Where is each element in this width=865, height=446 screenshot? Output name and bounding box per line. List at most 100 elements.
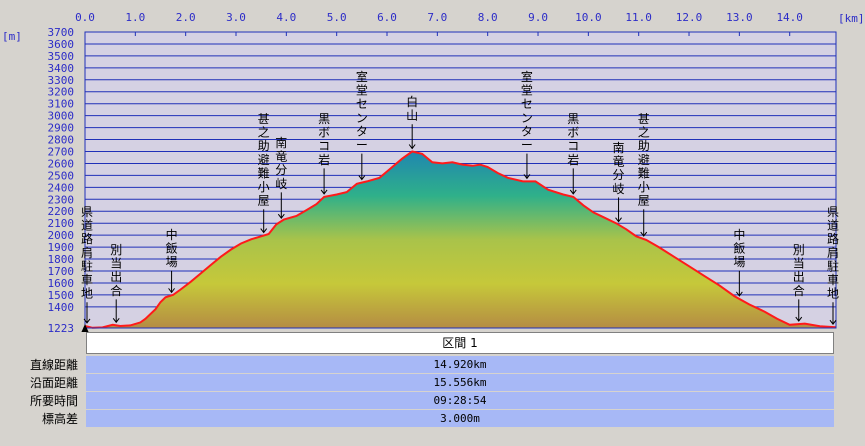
waypoint-arrow — [569, 168, 577, 195]
waypoint-label-char: 路 — [81, 231, 93, 246]
waypoint-arrow — [112, 299, 120, 324]
y-tick-label: 2800 — [48, 134, 75, 147]
waypoint-label-char: 黒 — [567, 112, 579, 126]
stat-value: 3.000m — [86, 410, 834, 427]
y-tick-label: 1700 — [48, 265, 75, 278]
y-tick-label: 1500 — [48, 289, 75, 302]
waypoint-label-char: 避 — [638, 153, 650, 167]
y-tick-label: 3300 — [48, 74, 75, 87]
y-tick-label: 2900 — [48, 122, 75, 135]
x-tick-label: 4.0 — [276, 11, 296, 24]
waypoint-label-char: 場 — [166, 255, 178, 269]
waypoint-label-char: 助 — [258, 139, 270, 153]
waypoint-label-char: 出 — [793, 270, 805, 284]
y-unit-label: [m] — [2, 30, 22, 43]
waypoint-annotation: 中飯場 — [733, 227, 745, 297]
y-tick-label: 2100 — [48, 217, 75, 230]
y-tick-label: 1900 — [48, 241, 75, 254]
waypoint-label-char: 南 — [613, 140, 625, 155]
waypoint-arrow — [735, 270, 743, 297]
waypoint-label-char: 地 — [81, 287, 93, 301]
x-tick-label: 5.0 — [327, 11, 347, 24]
elevation-line — [84, 150, 837, 329]
waypoint-label-char: ボ — [318, 126, 330, 140]
waypoint-label-char: 山 — [406, 109, 418, 123]
waypoint-arrow — [829, 302, 837, 325]
waypoint-label-char: 岐 — [613, 182, 625, 196]
waypoint-annotation: 中飯場 — [166, 227, 178, 294]
waypoint-annotation: 白山 — [406, 94, 418, 150]
waypoint-label-char: 中 — [166, 227, 178, 242]
waypoint-label-char: 堂 — [521, 84, 533, 98]
y-tick-label: 3200 — [48, 86, 75, 99]
stat-label: 所要時間 — [29, 394, 78, 408]
waypoint-label-char: 路 — [827, 231, 839, 246]
start-marker-icon — [81, 324, 89, 332]
waypoint-label-char: 駐 — [827, 258, 839, 273]
waypoint-label-char: 避 — [258, 153, 270, 167]
y-tick-label: 3100 — [48, 98, 75, 111]
waypoint-label-char: 黒 — [318, 112, 330, 126]
stat-row-straight-distance: 直線距離 14.920km — [0, 356, 865, 374]
x-tick-label: 7.0 — [427, 11, 447, 24]
waypoint-label-char: セ — [521, 97, 533, 111]
waypoint-label-char: ボ — [567, 126, 579, 140]
waypoint-label-char: 甚 — [638, 112, 650, 126]
waypoint-label-char: 屋 — [258, 194, 270, 208]
waypoint-label-char: 竜 — [275, 150, 287, 164]
y-tick-label: 3000 — [48, 110, 75, 123]
stat-label: 直線距離 — [29, 358, 78, 372]
y-tick-label: 1600 — [48, 277, 75, 290]
waypoint-arrow — [640, 209, 648, 237]
y-tick-label: 1800 — [48, 253, 75, 266]
x-tick-label: 9.0 — [528, 11, 548, 24]
waypoint-label-char: 地 — [827, 287, 839, 301]
waypoint-label-char: 別 — [793, 243, 805, 257]
waypoint-arrow — [83, 302, 91, 324]
waypoint-label-char: セ — [356, 97, 368, 111]
x-tick-label: 10.0 — [575, 11, 602, 24]
y-tick-labels: 1223 140015001600170018001900200021002200… — [48, 26, 75, 332]
waypoint-arrow — [615, 197, 622, 223]
waypoint-label-char: 当 — [110, 257, 122, 271]
y-tick-label: 3600 — [48, 38, 75, 51]
waypoint-label-char: 甚 — [258, 112, 270, 126]
x-tick-label: 8.0 — [478, 11, 498, 24]
y-tick-label: 1400 — [48, 301, 75, 314]
waypoint-label-char: 県 — [827, 205, 839, 219]
waypoint-label-char: 岩 — [567, 152, 579, 167]
waypoint-arrow — [277, 192, 285, 220]
waypoint-label-char: 合 — [110, 283, 122, 298]
waypoint-label-char: 小 — [638, 180, 650, 194]
waypoint-label-char: 出 — [110, 270, 122, 284]
y-tick-label: 2400 — [48, 181, 75, 194]
x-tick-label: 1.0 — [125, 11, 145, 24]
waypoint-label-char: 車 — [81, 273, 93, 287]
waypoint-label-char: 別 — [110, 243, 122, 257]
waypoint-label-char: 屋 — [638, 194, 650, 208]
waypoint-label-char: 駐 — [81, 258, 93, 273]
stat-value: 09:28:54 — [86, 392, 834, 409]
stat-label: 沿面距離 — [29, 376, 78, 390]
waypoint-label-char: 中 — [733, 227, 745, 242]
waypoint-label-char: 助 — [638, 139, 650, 153]
stat-label: 標高差 — [41, 412, 78, 426]
waypoint-label-char: 当 — [793, 257, 805, 271]
waypoint-label-char: ン — [356, 111, 368, 125]
y-tick-label: 1223 — [48, 322, 75, 332]
section-header: 区間 1 — [86, 332, 834, 354]
waypoint-arrow — [408, 124, 416, 150]
elevation-chart: 0.0 1.0 2.0 3.0 4.0 5.0 6.0 7.0 8.0 9.0 10.0 11.0 12… — [2, 11, 865, 332]
y-tick-label: 2500 — [48, 169, 75, 182]
x-tick-label: 11.0 — [625, 11, 652, 24]
waypoint-arrow — [168, 270, 175, 294]
waypoint-label-char: コ — [567, 139, 579, 153]
